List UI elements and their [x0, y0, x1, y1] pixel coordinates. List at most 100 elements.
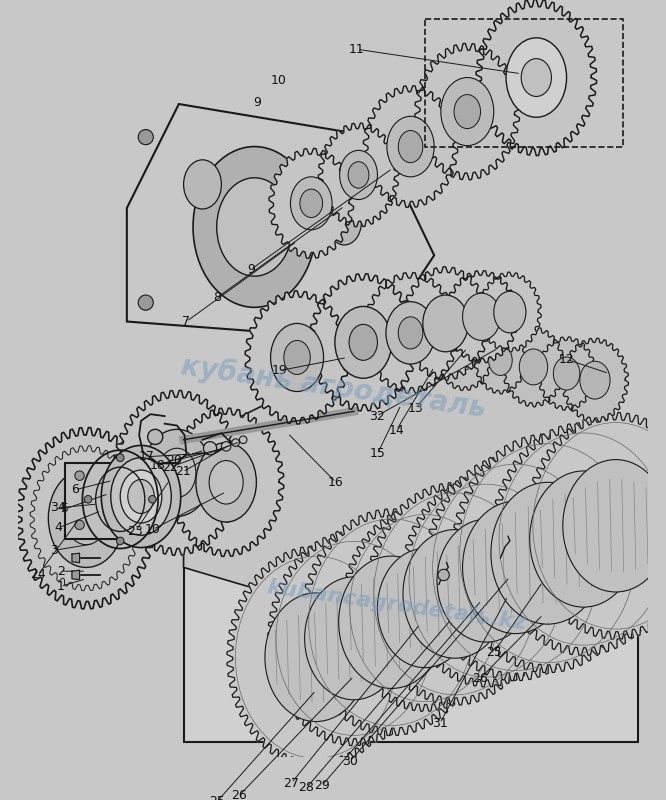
Text: kubanсagrodetalь.kz: kubanсagrodetalь.kz: [265, 577, 527, 634]
Ellipse shape: [49, 469, 124, 567]
Polygon shape: [561, 338, 629, 422]
Text: 25: 25: [486, 646, 501, 659]
Ellipse shape: [580, 362, 610, 399]
Polygon shape: [309, 274, 418, 411]
Polygon shape: [502, 327, 565, 407]
Polygon shape: [363, 273, 458, 393]
Ellipse shape: [348, 162, 369, 188]
Text: 21: 21: [174, 466, 190, 478]
Ellipse shape: [335, 306, 392, 378]
Text: 11: 11: [349, 42, 364, 56]
Ellipse shape: [451, 336, 478, 370]
Ellipse shape: [300, 189, 322, 218]
Ellipse shape: [441, 78, 494, 146]
Circle shape: [75, 520, 85, 530]
Ellipse shape: [340, 150, 378, 199]
Ellipse shape: [553, 357, 580, 390]
Ellipse shape: [463, 293, 500, 341]
Ellipse shape: [423, 295, 468, 352]
Polygon shape: [366, 482, 544, 705]
Ellipse shape: [403, 530, 507, 658]
Ellipse shape: [65, 492, 107, 545]
Circle shape: [351, 290, 366, 306]
Ellipse shape: [196, 442, 256, 522]
Text: 13: 13: [408, 402, 423, 415]
Text: 2: 2: [57, 565, 65, 578]
Circle shape: [351, 142, 366, 157]
Ellipse shape: [290, 177, 332, 230]
Ellipse shape: [437, 519, 535, 642]
Polygon shape: [435, 315, 494, 390]
Text: 26: 26: [472, 673, 488, 686]
Circle shape: [203, 442, 216, 455]
Ellipse shape: [284, 341, 310, 374]
Polygon shape: [402, 266, 490, 380]
Polygon shape: [268, 531, 440, 746]
Ellipse shape: [111, 458, 171, 535]
Text: 6: 6: [71, 483, 79, 496]
Circle shape: [119, 520, 129, 530]
Ellipse shape: [378, 549, 472, 668]
Ellipse shape: [563, 459, 666, 592]
Ellipse shape: [184, 160, 221, 209]
Polygon shape: [525, 413, 666, 639]
Ellipse shape: [489, 345, 512, 375]
Text: 8: 8: [212, 291, 220, 304]
Circle shape: [221, 442, 231, 451]
Polygon shape: [474, 326, 527, 394]
Text: 19: 19: [271, 364, 287, 378]
Circle shape: [148, 430, 163, 445]
Polygon shape: [478, 272, 541, 352]
Circle shape: [75, 471, 85, 481]
Circle shape: [149, 495, 156, 503]
Polygon shape: [72, 570, 79, 580]
Text: кубань агродеталь: кубань агродеталь: [178, 352, 488, 423]
Circle shape: [117, 537, 124, 545]
Text: 4: 4: [55, 521, 63, 534]
Ellipse shape: [398, 317, 423, 349]
Ellipse shape: [209, 461, 243, 504]
Polygon shape: [65, 463, 137, 539]
Text: 29: 29: [314, 779, 330, 792]
Text: 1: 1: [57, 580, 65, 593]
Ellipse shape: [463, 502, 569, 634]
Ellipse shape: [158, 448, 196, 498]
Polygon shape: [168, 408, 284, 557]
Text: 32: 32: [368, 410, 384, 422]
Text: 15: 15: [370, 447, 386, 461]
Bar: [425, 19, 623, 146]
Polygon shape: [491, 422, 666, 655]
Polygon shape: [401, 474, 571, 687]
Ellipse shape: [121, 470, 162, 523]
Text: 25: 25: [208, 795, 224, 800]
Text: 34: 34: [50, 502, 66, 514]
Polygon shape: [452, 434, 644, 673]
Ellipse shape: [193, 146, 316, 307]
Ellipse shape: [128, 479, 155, 514]
Text: 7: 7: [182, 315, 190, 328]
Ellipse shape: [506, 38, 567, 118]
Text: 27: 27: [284, 777, 299, 790]
Text: 14: 14: [388, 424, 404, 437]
Ellipse shape: [519, 349, 547, 385]
Polygon shape: [184, 322, 605, 606]
Circle shape: [119, 471, 129, 481]
Ellipse shape: [327, 199, 362, 245]
Ellipse shape: [494, 291, 526, 333]
Polygon shape: [476, 0, 597, 155]
Polygon shape: [16, 427, 157, 609]
Polygon shape: [537, 337, 596, 410]
Ellipse shape: [454, 94, 481, 129]
FancyBboxPatch shape: [184, 445, 637, 742]
Ellipse shape: [143, 430, 211, 516]
Ellipse shape: [304, 577, 403, 700]
Ellipse shape: [270, 323, 324, 391]
Ellipse shape: [529, 471, 637, 607]
Circle shape: [239, 436, 247, 443]
Text: 31: 31: [432, 717, 448, 730]
Text: 10: 10: [271, 74, 287, 87]
Text: 22: 22: [163, 461, 178, 474]
Ellipse shape: [398, 130, 423, 162]
Text: 16: 16: [328, 476, 344, 489]
Text: 17: 17: [139, 450, 155, 463]
